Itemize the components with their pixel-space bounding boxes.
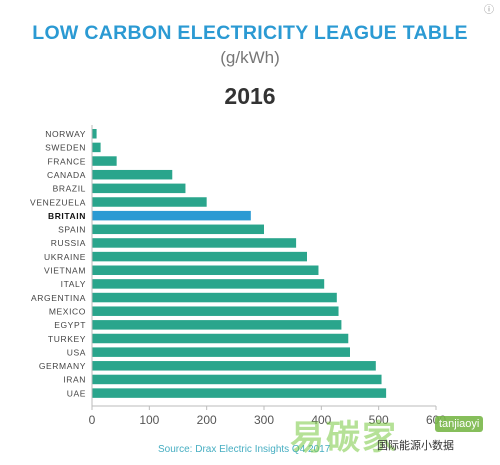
bar-britain [92, 210, 251, 221]
bar-russia [92, 238, 297, 248]
x-tick-label: 0 [89, 413, 96, 427]
category-label: SWEDEN [45, 143, 86, 153]
bar-france [92, 156, 117, 166]
bar-canada [92, 169, 173, 180]
category-label: BRAZIL [53, 184, 86, 194]
x-tick-label: 300 [254, 413, 274, 427]
bar-argentina [92, 292, 337, 303]
category-label: VIETNAM [44, 266, 86, 276]
bar-germany [92, 361, 376, 371]
category-label: UKRAINE [44, 252, 86, 262]
x-tick-label: 200 [197, 413, 217, 427]
bar-uae [92, 388, 387, 398]
x-tick-label: 400 [311, 413, 331, 427]
category-label: TURKEY [48, 334, 86, 344]
x-tick-label: 500 [369, 413, 389, 427]
bar-sweden [92, 142, 101, 153]
bar-iran [92, 374, 382, 385]
category-label: IRAN [63, 375, 86, 385]
bar-mexico [92, 306, 339, 316]
bar-egypt [92, 320, 342, 330]
bar-italy [92, 279, 325, 289]
watermark-logo: 易碳家 [290, 419, 398, 457]
info-icon: ⓘ [484, 5, 494, 16]
chart-title: LOW CARBON ELECTRICITY LEAGUE TABLE [32, 22, 468, 44]
category-label: GERMANY [39, 361, 86, 371]
bar-vietnam [92, 265, 319, 275]
bar-turkey [92, 333, 349, 344]
watermark-account: 国际能源小数据 [377, 440, 454, 452]
chart-year: 2016 [224, 83, 276, 109]
category-label: MEXICO [49, 306, 86, 316]
category-label: USA [67, 347, 86, 357]
bar-venezuela [92, 197, 207, 207]
watermark-tag: tanjiaoyi [435, 416, 484, 432]
category-label: UAE [67, 388, 86, 398]
bar-norway [92, 129, 97, 139]
bar-spain [92, 224, 264, 235]
category-label: RUSSIA [51, 238, 86, 248]
x-tick-label: 100 [139, 413, 159, 427]
category-label: VENEZUELA [30, 197, 86, 207]
chart-subtitle: (g/kWh) [220, 48, 280, 67]
category-label: BRITAIN [48, 211, 86, 221]
source-note: Source: Drax Electric Insights Q4 2017 [158, 444, 331, 455]
bar-ukraine [92, 251, 307, 262]
category-label: NORWAY [45, 129, 86, 139]
bar-usa [92, 347, 350, 357]
category-label: FRANCE [47, 156, 86, 166]
category-label: CANADA [47, 170, 86, 180]
category-label: SPAIN [58, 225, 86, 235]
category-label: ITALY [61, 279, 86, 289]
category-label: ARGENTINA [31, 293, 86, 303]
bar-brazil [92, 183, 186, 194]
category-label: EGYPT [54, 320, 86, 330]
